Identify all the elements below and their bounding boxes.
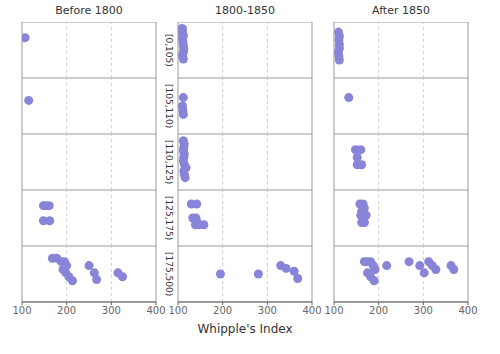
- svg-text:100: 100: [12, 305, 31, 316]
- svg-text:400: 400: [302, 305, 321, 316]
- svg-text:200: 200: [57, 305, 76, 316]
- svg-text:100: 100: [324, 305, 343, 316]
- html-text:[0,105): [0,105): [164, 33, 174, 67]
- html-text:Before 1800: Before 1800: [55, 4, 123, 17]
- svg-text:400: 400: [458, 305, 477, 316]
- svg-text:300: 300: [258, 305, 277, 316]
- html-text:Whipple's Index: Whipple's Index: [197, 322, 293, 336]
- html-text:1800-1850: 1800-1850: [215, 4, 275, 17]
- svg-text:200: 200: [369, 305, 388, 316]
- svg-text:300: 300: [414, 305, 433, 316]
- html-text:[125,175): [125,175): [164, 195, 174, 241]
- html-text:After 1850: After 1850: [372, 4, 430, 17]
- svg-text:200: 200: [213, 305, 232, 316]
- html-text:[175,500): [175,500): [164, 251, 174, 297]
- html-text:[110,125): [110,125): [164, 139, 174, 185]
- svg-text:100: 100: [168, 305, 187, 316]
- svg-text:400: 400: [146, 305, 165, 316]
- svg-text:300: 300: [102, 305, 121, 316]
- html-text:[105,110): [105,110): [164, 83, 174, 129]
